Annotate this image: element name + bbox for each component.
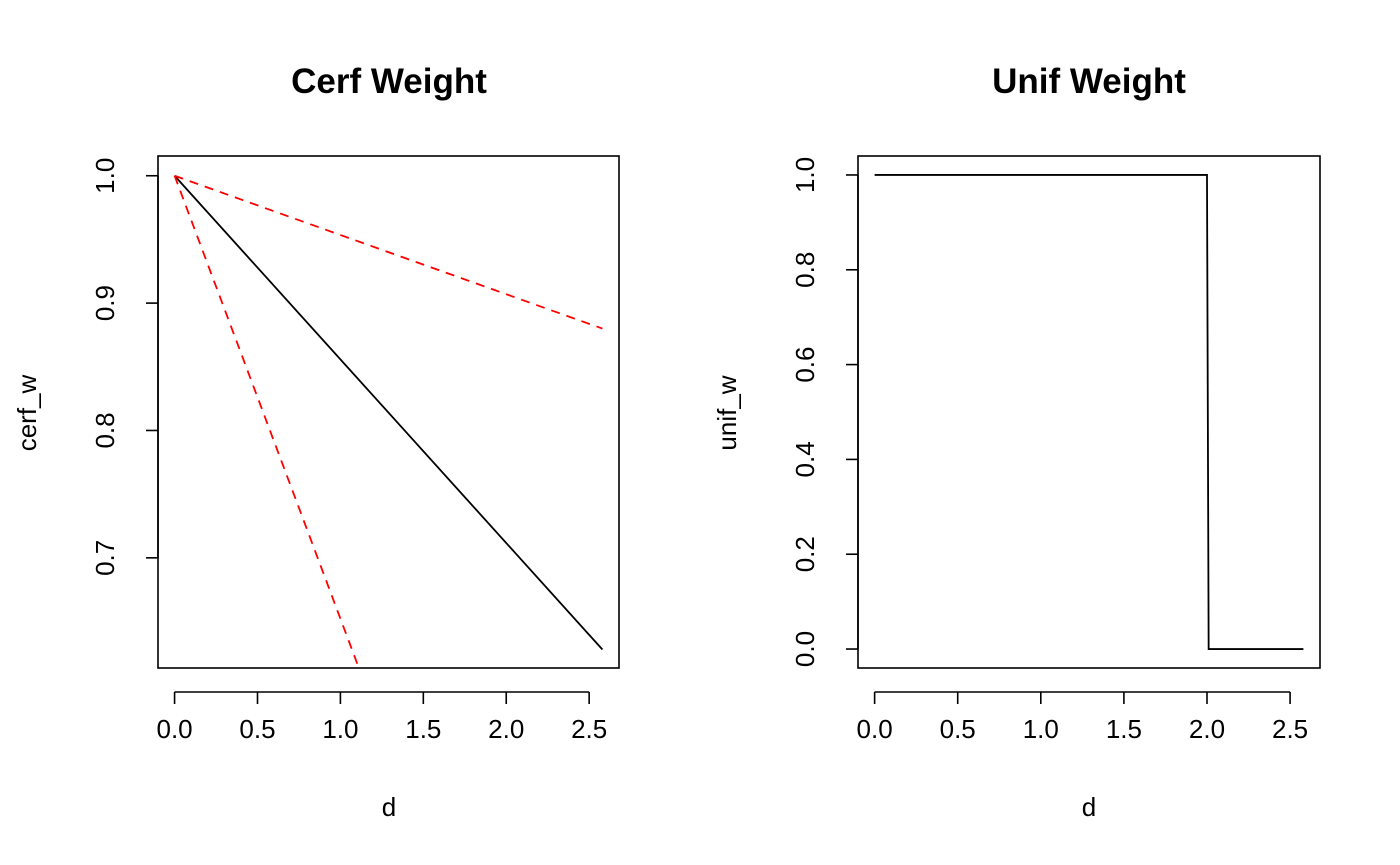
- x-tick-label: 1.0: [1023, 714, 1059, 744]
- x-tick-label: 1.5: [405, 714, 441, 744]
- y-tick-label: 0.9: [90, 285, 120, 321]
- series-line-2: [174, 174, 603, 330]
- x-axis-label: d: [1082, 792, 1096, 822]
- x-tick-label: 2.5: [1272, 714, 1308, 744]
- x-tick-label: 2.5: [571, 714, 607, 744]
- series-line-3: [173, 175, 360, 668]
- x-tick-label: 1.0: [322, 714, 358, 744]
- y-tick-label: 0.6: [790, 347, 820, 383]
- y-tick-label: 0.8: [90, 412, 120, 448]
- series-group: [874, 174, 1304, 650]
- y-axis-label: unif_w: [712, 375, 742, 450]
- y-axis-label: cerf_w: [12, 374, 42, 451]
- series-line-1: [173, 175, 604, 651]
- x-tick-label: 0.5: [239, 714, 275, 744]
- cerf-weight-panel: Cerf Weight d cerf_w 0.0 0.5 1.0 1.5 2.0 2.5 0…: [12, 62, 620, 822]
- y-tick-label: 0.0: [790, 631, 820, 667]
- y-tick-label: 0.2: [790, 536, 820, 572]
- x-tick-label: 2.0: [488, 714, 524, 744]
- unif-weight-panel: Unif Weight d unif_w 0.0 0.5 1.0 1.5 2.0 2.5 0…: [712, 62, 1321, 822]
- x-tick-label: 0.0: [857, 714, 893, 744]
- y-tick-label: 0.8: [790, 252, 820, 288]
- chart-title: Unif Weight: [992, 62, 1186, 101]
- x-tick-label: 0.5: [940, 714, 976, 744]
- plot-frame: [857, 155, 1321, 669]
- y-tick-label: 1.0: [90, 158, 120, 194]
- y-tick-label: 0.7: [90, 540, 120, 576]
- x-axis-label: d: [382, 792, 396, 822]
- x-tick-label: 0.0: [157, 714, 193, 744]
- series-line-1: [874, 174, 1304, 650]
- y-tick-label: 0.4: [790, 441, 820, 477]
- chart-title: Cerf Weight: [291, 62, 487, 101]
- y-tick-label: 1.0: [790, 157, 820, 193]
- x-tick-label: 1.5: [1106, 714, 1142, 744]
- series-group: [173, 174, 604, 668]
- x-tick-label: 2.0: [1189, 714, 1225, 744]
